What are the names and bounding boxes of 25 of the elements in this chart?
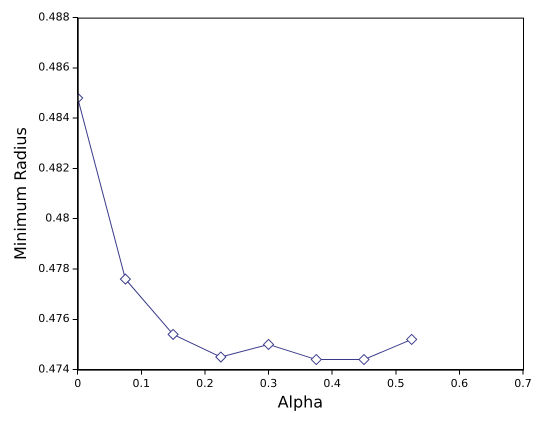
y-tick-label: 0.488 [38,10,70,24]
y-axis-title: Minimum Radius [10,127,30,260]
x-tick-label: 0.5 [387,377,405,390]
x-tick-label: 0.2 [196,377,214,390]
x-tick-label: 0.4 [323,377,341,390]
x-tick-label: 0.1 [132,377,150,390]
point [358,354,370,366]
x-tick-label: 0.3 [260,377,278,390]
x-tick-label: 0 [74,377,82,390]
y-tick-label: 0.486 [38,60,70,74]
y-tick-label: 0.478 [38,262,70,275]
y-tick-label: 0.476 [38,312,70,326]
point [215,352,226,363]
x-tick-label: 0.7 [514,377,532,390]
y-tick-label: 0.482 [38,161,70,174]
y-tick-label: 0.474 [38,362,70,376]
point [263,338,274,350]
point [406,334,418,345]
y-tick-label: 0.48 [45,212,70,225]
x-axis-title: Alpha [278,392,324,412]
point [120,274,131,285]
point [310,354,322,366]
x-tick-label: 0.6 [450,377,468,390]
y-tick-label: 0.484 [38,111,70,124]
point [168,328,179,340]
